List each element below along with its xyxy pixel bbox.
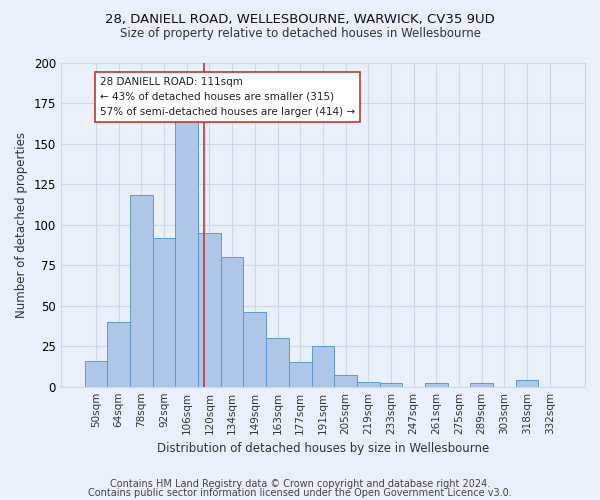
Bar (334, 376, 357, 386)
Bar (152, 238, 175, 386)
Bar (198, 232, 221, 386)
Bar (516, 380, 538, 386)
Bar (425, 384, 448, 386)
Bar (470, 384, 493, 386)
X-axis label: Distribution of detached houses by size in Wellesbourne: Distribution of detached houses by size … (157, 442, 489, 455)
Bar (107, 322, 130, 386)
Bar (221, 257, 244, 386)
Bar (244, 312, 266, 386)
Text: Contains public sector information licensed under the Open Government Licence v3: Contains public sector information licen… (88, 488, 512, 498)
Text: 28 DANIELL ROAD: 111sqm
← 43% of detached houses are smaller (315)
57% of semi-d: 28 DANIELL ROAD: 111sqm ← 43% of detache… (100, 77, 355, 116)
Bar (311, 346, 334, 387)
Bar (357, 382, 380, 386)
Bar (130, 196, 152, 386)
Text: Size of property relative to detached houses in Wellesbourne: Size of property relative to detached ho… (119, 28, 481, 40)
Bar (175, 116, 198, 386)
Bar (380, 384, 403, 386)
Bar (85, 360, 107, 386)
Bar (289, 362, 311, 386)
Bar (266, 338, 289, 386)
Text: Contains HM Land Registry data © Crown copyright and database right 2024.: Contains HM Land Registry data © Crown c… (110, 479, 490, 489)
Text: 28, DANIELL ROAD, WELLESBOURNE, WARWICK, CV35 9UD: 28, DANIELL ROAD, WELLESBOURNE, WARWICK,… (105, 12, 495, 26)
Y-axis label: Number of detached properties: Number of detached properties (15, 132, 28, 318)
